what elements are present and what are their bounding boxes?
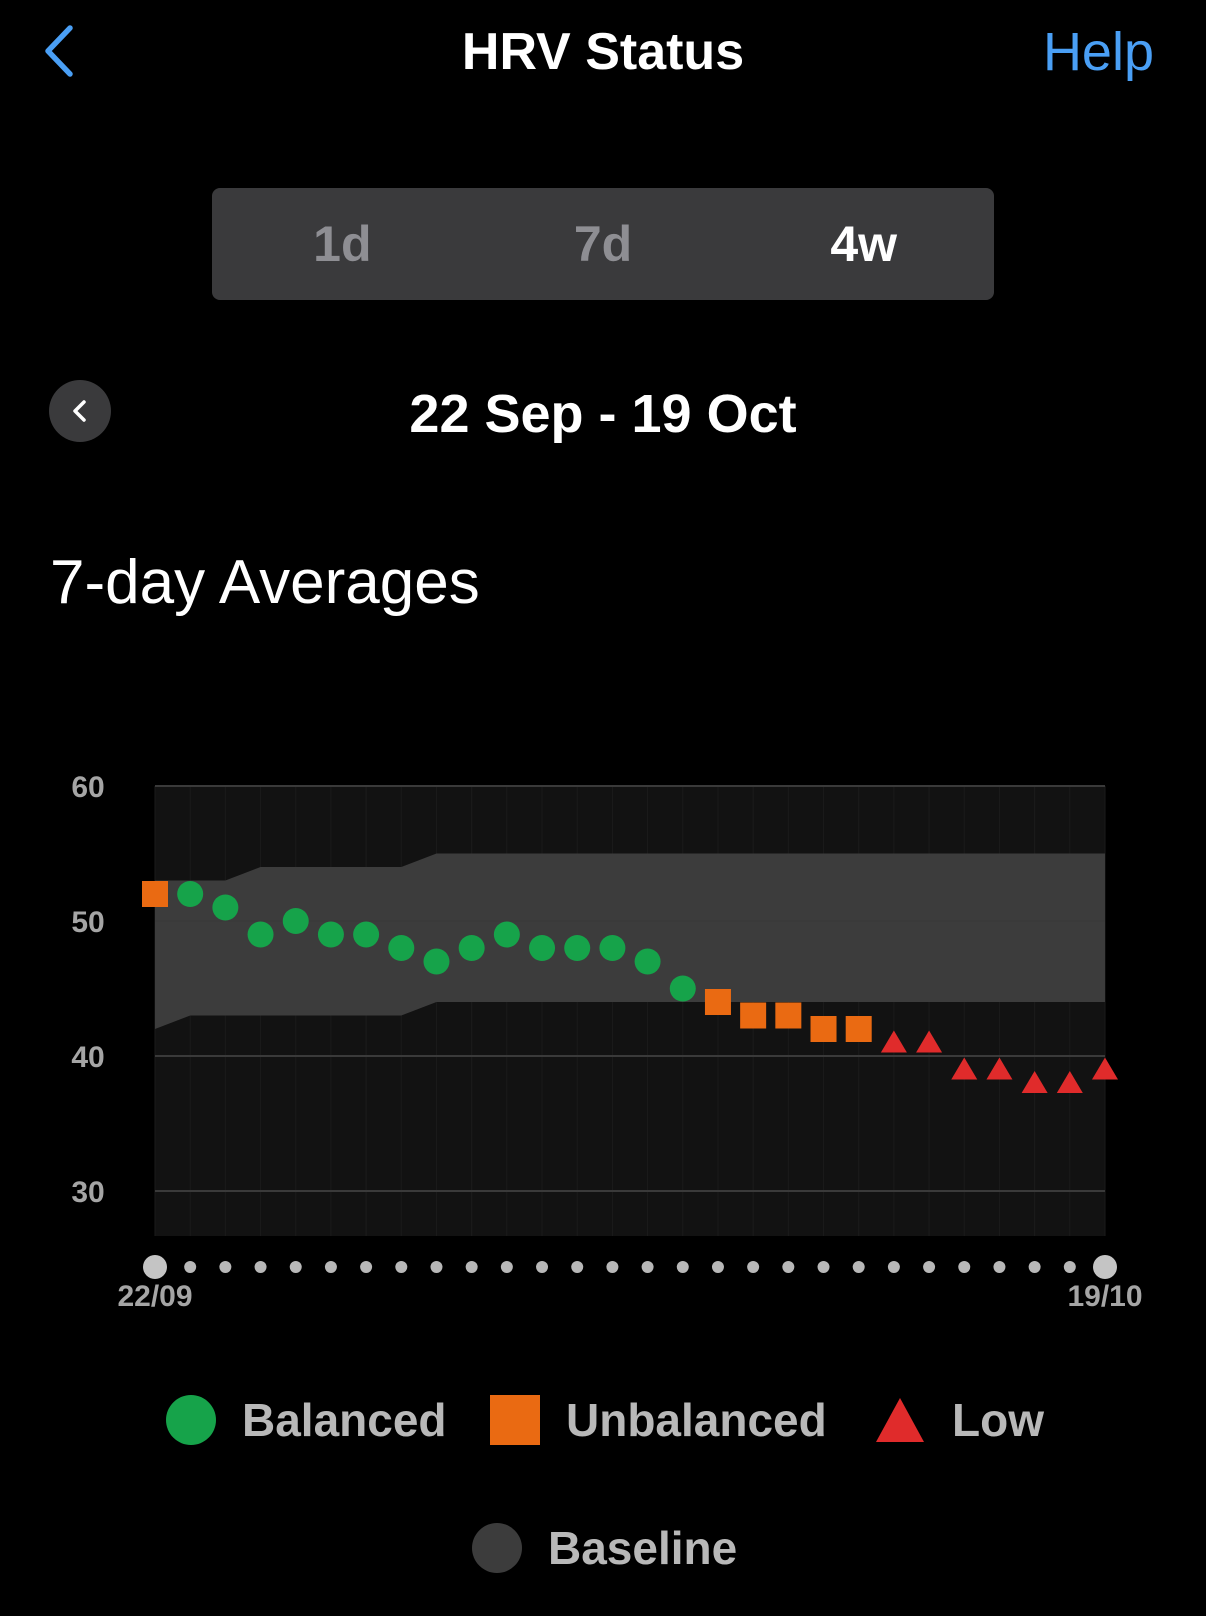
- section-title: 7-day Averages: [50, 548, 480, 617]
- y-axis-ticks: 60 50 40 30: [71, 771, 104, 1209]
- hrv-chart: 60 50 40 30 22/09 19/10: [71, 771, 1142, 1313]
- y-tick-label: 60: [71, 771, 104, 804]
- x-axis-end-dot: [1093, 1255, 1117, 1279]
- balanced-point: [353, 921, 380, 948]
- low-point: [880, 1030, 907, 1053]
- x-axis-day-dot: [465, 1261, 478, 1273]
- tab-7d[interactable]: 7d: [573, 216, 633, 272]
- period-segmented-control: 1d 7d 4w: [212, 188, 994, 300]
- balanced-point: [212, 894, 239, 921]
- low-point: [1021, 1071, 1048, 1093]
- x-axis-day-dot: [219, 1261, 232, 1273]
- balanced-point: [529, 935, 556, 961]
- x-axis-day-dot: [747, 1261, 760, 1273]
- x-start-label: 22/09: [117, 1280, 192, 1313]
- low-point: [916, 1030, 943, 1053]
- x-axis-day-dot: [817, 1261, 830, 1273]
- legend: Balanced Unbalanced Low Baseline: [0, 1388, 1206, 1574]
- balanced-point: [282, 908, 309, 934]
- balanced-point: [669, 975, 696, 1002]
- low-point: [1092, 1057, 1118, 1080]
- help-button[interactable]: Help: [1042, 22, 1154, 82]
- x-axis-day-dot: [923, 1261, 936, 1273]
- data-points: [142, 881, 1118, 1093]
- legend-item-unbalanced: Unbalanced: [490, 1388, 827, 1452]
- horizontal-gridlines: [155, 785, 1105, 1192]
- x-axis-day-dot: [536, 1261, 549, 1273]
- x-axis-day-dot: [184, 1261, 197, 1273]
- low-point: [1056, 1071, 1083, 1093]
- balanced-point: [177, 881, 204, 907]
- legend-item-balanced: Balanced: [166, 1388, 447, 1452]
- unbalanced-point: [810, 1016, 837, 1042]
- tab-1d[interactable]: 1d: [313, 216, 372, 272]
- balanced-point: [317, 921, 344, 948]
- legend-item-low: Low: [874, 1388, 1044, 1452]
- legend-label-unbalanced: Unbalanced: [566, 1394, 827, 1446]
- nav-bar: HRV Status Help: [0, 0, 1206, 110]
- x-axis-day-dot: [711, 1261, 724, 1273]
- y-tick-label: 50: [71, 906, 104, 939]
- legend-label-low: Low: [952, 1394, 1044, 1446]
- y-tick-label: 30: [71, 1176, 104, 1209]
- x-axis-day-dot: [676, 1261, 689, 1273]
- balanced-point: [423, 948, 450, 975]
- unbalanced-swatch: [490, 1395, 540, 1445]
- unbalanced-point: [740, 1002, 767, 1029]
- chevron-left-icon: [73, 400, 86, 422]
- unbalanced-point: [845, 1016, 872, 1042]
- legend-label-baseline: Baseline: [548, 1522, 738, 1574]
- balanced-point: [599, 935, 626, 961]
- date-range-row: 22 Sep - 19 Oct: [0, 370, 1206, 454]
- x-end-label: 19/10: [1067, 1280, 1142, 1313]
- x-axis-day-dot: [324, 1261, 337, 1273]
- balanced-point: [247, 921, 274, 948]
- x-axis-day-dot: [430, 1261, 443, 1273]
- low-swatch: [876, 1398, 924, 1442]
- unbalanced-point: [704, 989, 731, 1015]
- page-title: HRV Status: [461, 23, 745, 81]
- unbalanced-point: [775, 1002, 802, 1029]
- x-axis-day-dot: [1063, 1261, 1076, 1273]
- baseline-swatch: [472, 1523, 522, 1573]
- balanced-point: [564, 935, 591, 961]
- balanced-point: [388, 935, 415, 961]
- previous-range-button[interactable]: [49, 380, 111, 442]
- x-axis-day-dots: [143, 1255, 1117, 1279]
- x-axis-end-dot: [143, 1255, 167, 1279]
- x-axis-day-dot: [852, 1261, 865, 1273]
- tab-4w[interactable]: 4w: [830, 216, 898, 272]
- unbalanced-point: [142, 881, 168, 907]
- x-axis-day-dot: [289, 1261, 302, 1273]
- balanced-point: [634, 948, 661, 975]
- legend-label-balanced: Balanced: [242, 1394, 447, 1446]
- balanced-swatch: [166, 1395, 216, 1445]
- balanced-point: [458, 935, 485, 961]
- legend-item-baseline: Baseline: [472, 1516, 737, 1580]
- x-axis-day-dot: [395, 1261, 408, 1273]
- x-axis-day-dot: [958, 1261, 971, 1273]
- x-axis-day-dot: [360, 1261, 373, 1273]
- baseline-band: [155, 853, 1105, 1029]
- chevron-left-icon: [45, 25, 73, 77]
- y-tick-label: 40: [71, 1041, 104, 1074]
- x-axis-day-dot: [254, 1261, 267, 1273]
- x-axis-day-dot: [993, 1261, 1006, 1273]
- date-range-label: 22 Sep - 19 Oct: [409, 384, 797, 444]
- x-axis-day-dot: [887, 1261, 900, 1273]
- x-axis-day-dot: [606, 1261, 619, 1273]
- x-axis-day-dot: [641, 1261, 654, 1273]
- back-button[interactable]: [38, 22, 82, 80]
- x-axis-day-dot: [500, 1261, 513, 1273]
- low-point: [986, 1057, 1013, 1080]
- x-axis-day-dot: [782, 1261, 795, 1273]
- x-axis-day-dot: [571, 1261, 584, 1273]
- low-point: [951, 1057, 978, 1080]
- x-axis-day-dot: [1028, 1261, 1041, 1273]
- balanced-point: [493, 921, 520, 948]
